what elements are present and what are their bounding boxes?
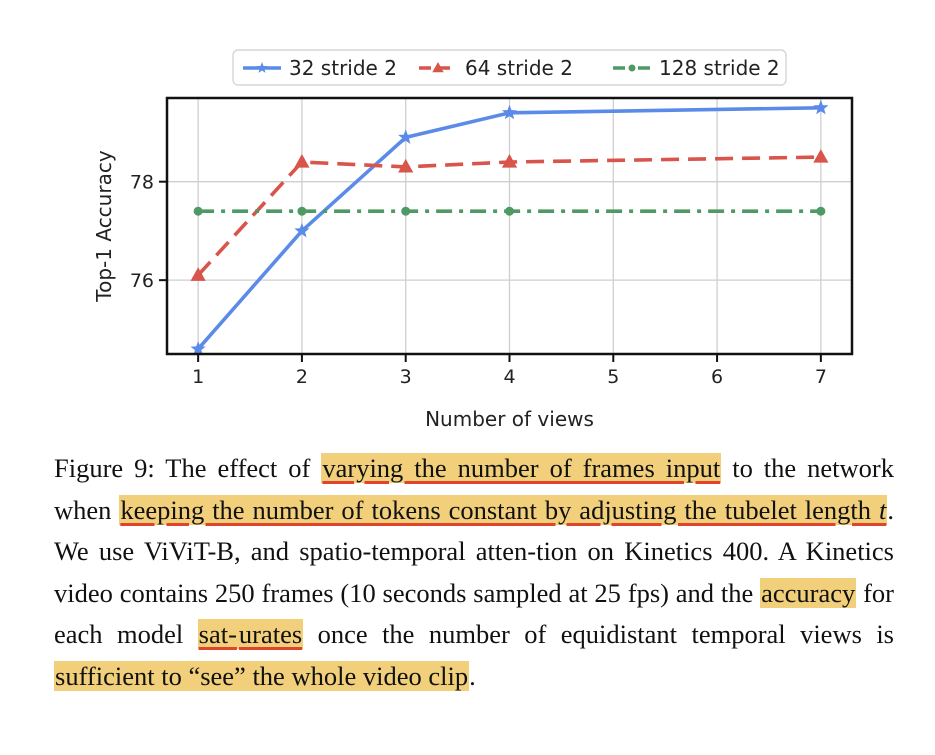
- data-point: [294, 222, 310, 238]
- highlight-saturates-a: sat-: [197, 619, 238, 649]
- highlight-accuracy: accuracy: [760, 577, 857, 608]
- x-tick-label: 6: [711, 366, 723, 388]
- ticks: 1 2 3 4 5 6 7 76 78: [130, 172, 827, 388]
- x-tick-label: 1: [192, 366, 204, 388]
- legend-box: [232, 49, 787, 86]
- data-point: [501, 104, 518, 120]
- legend-marker: [432, 62, 444, 73]
- x-tick-label: 4: [503, 366, 515, 388]
- highlight-sufficient: sufficient to “see” the whole video clip: [54, 660, 470, 691]
- y-tick-label: 78: [130, 172, 154, 194]
- data-point: [294, 154, 310, 168]
- line-chart: 32 stride 2 64 stride 2 128 stride 2 1 2 3 4 5…: [92, 49, 854, 431]
- highlight-tokens-constant: keeping the number of tokens constant by…: [119, 494, 888, 525]
- legend-label: 32 stride 2: [289, 56, 397, 80]
- highlight-varying-frames: varying the number of frames input: [321, 453, 722, 483]
- y-tick-label: 76: [130, 270, 154, 292]
- caption-text: . We use ViViT-B, and spatio-temporal at…: [54, 494, 894, 608]
- legend-label: 64 stride 2: [465, 56, 573, 80]
- legend-label: 128 stride 2: [659, 56, 780, 80]
- data-point: [190, 341, 206, 356]
- data-point: [501, 154, 518, 168]
- caption-text: for each model: [54, 577, 895, 650]
- caption-text: once the number of equidistant temporal …: [303, 619, 894, 649]
- x-tick-label: 5: [607, 366, 619, 388]
- data-point: [193, 206, 203, 216]
- series-star: [190, 99, 829, 356]
- x-tick-label: 3: [400, 366, 412, 388]
- data-point: [813, 149, 829, 163]
- y-axis-label: Top-1 Accuracy: [92, 150, 116, 303]
- x-axis-label: Number of views: [425, 407, 594, 431]
- data-point: [398, 158, 414, 173]
- data-point: [398, 129, 414, 144]
- highlight-tokens-constant-text: keeping the number of tokens constant by…: [120, 494, 879, 525]
- x-tick-label: 2: [296, 366, 308, 388]
- x-tick-label: 7: [815, 366, 827, 388]
- caption-text: .: [469, 660, 476, 691]
- caption-text: Figure 9: The effect of: [54, 453, 322, 483]
- data-point: [297, 206, 307, 216]
- series-layer: [190, 99, 829, 356]
- data-point: [816, 206, 826, 216]
- highlight-saturates-b: urates: [237, 619, 304, 649]
- series-triangle: [190, 149, 829, 281]
- data-point: [401, 206, 411, 216]
- math-variable-t: t: [879, 494, 887, 525]
- legend-marker: [628, 64, 636, 72]
- legend: 32 stride 2 64 stride 2 128 stride 2: [232, 49, 787, 86]
- figure-caption: Figure 9: The effect of varying the numb…: [54, 448, 894, 697]
- gridlines: [167, 98, 852, 354]
- data-point: [190, 267, 206, 281]
- caption-text: to the network when: [54, 453, 895, 525]
- legend-marker: [256, 62, 268, 73]
- data-point: [813, 99, 829, 115]
- data-point: [505, 206, 514, 216]
- series-circle: [193, 206, 826, 216]
